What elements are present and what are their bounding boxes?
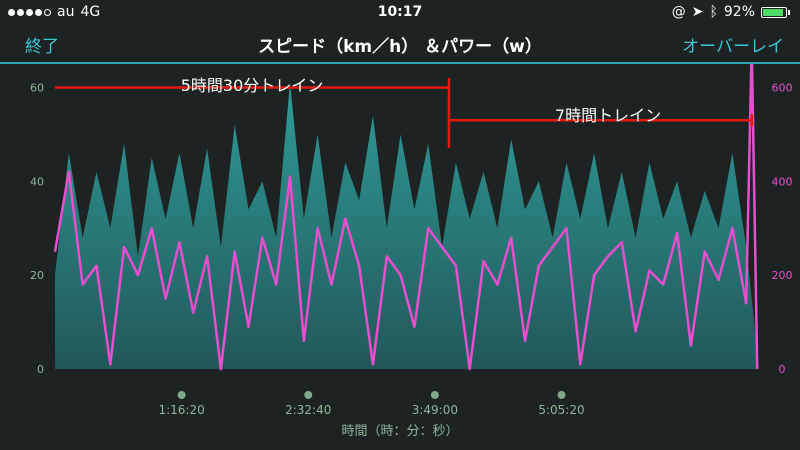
x-axis-tick-dot — [430, 391, 439, 399]
x-axis-tick-label: 1:16:20 — [158, 403, 204, 417]
signal-dot — [44, 8, 51, 16]
x-axis-tick-label: 3:49:00 — [412, 403, 458, 417]
left-axis-tick-label: 40 — [30, 175, 44, 188]
left-axis-tick-label: 60 — [30, 81, 44, 94]
carrier-label: au — [57, 4, 75, 20]
x-axis-tick-label: 2:32:40 — [285, 403, 331, 417]
x-axis-tick-dot — [304, 391, 313, 399]
x-axis-tick-label: 5:05:20 — [538, 403, 584, 417]
speed-series-area — [55, 82, 758, 369]
location-icon: ➤ — [691, 4, 704, 20]
annotation-label-5h30: 5時間30分トレイン — [181, 76, 324, 95]
right-axis-tick-label: 200 — [772, 269, 793, 282]
x-axis-tick-dot — [177, 391, 186, 399]
signal-dot — [8, 8, 15, 16]
signal-dot — [35, 8, 42, 16]
power-series-line — [53, 64, 759, 371]
orientation-lock-icon: @ — [671, 4, 686, 20]
battery-fill — [763, 8, 784, 16]
battery-icon — [761, 6, 790, 18]
right-axis-tick-label: 400 — [772, 175, 793, 188]
x-axis-tick-dot — [557, 391, 566, 399]
status-left: au 4G — [8, 4, 100, 20]
left-axis-tick-label: 20 — [30, 269, 44, 282]
chart-area: 0 20 40 60 0 200 400 600 1:16:20 2:32:40 3:49:00 5:… — [0, 64, 800, 450]
bluetooth-icon: ᛒ — [709, 4, 718, 20]
x-axis-title: 時間（時：分：秒） — [341, 424, 458, 439]
status-time: 10:17 — [377, 4, 423, 20]
overlay-button[interactable]: オーバーレイ — [682, 37, 784, 57]
nav-bar: 終了 スピード（km／h） ＆パワー（w） オーバーレイ — [0, 26, 800, 64]
status-bar: au 4G 10:17 @ ➤ ᛒ 92% — [0, 0, 800, 26]
left-axis-tick-label: 0 — [37, 363, 44, 376]
network-label: 4G — [80, 4, 101, 20]
annotation-label-7h: 7時間トレイン — [555, 106, 661, 125]
signal-dot — [26, 8, 33, 16]
status-right: @ ➤ ᛒ 92% — [672, 4, 790, 20]
right-axis-tick-label: 0 — [779, 363, 786, 376]
done-button[interactable]: 終了 — [25, 37, 59, 57]
signal-dot — [17, 8, 24, 16]
right-axis-tick-label: 600 — [772, 81, 793, 94]
signal-strength-icon — [8, 8, 51, 16]
battery-percent: 92% — [723, 4, 755, 20]
page-title: スピード（km／h） ＆パワー（w） — [258, 37, 542, 57]
